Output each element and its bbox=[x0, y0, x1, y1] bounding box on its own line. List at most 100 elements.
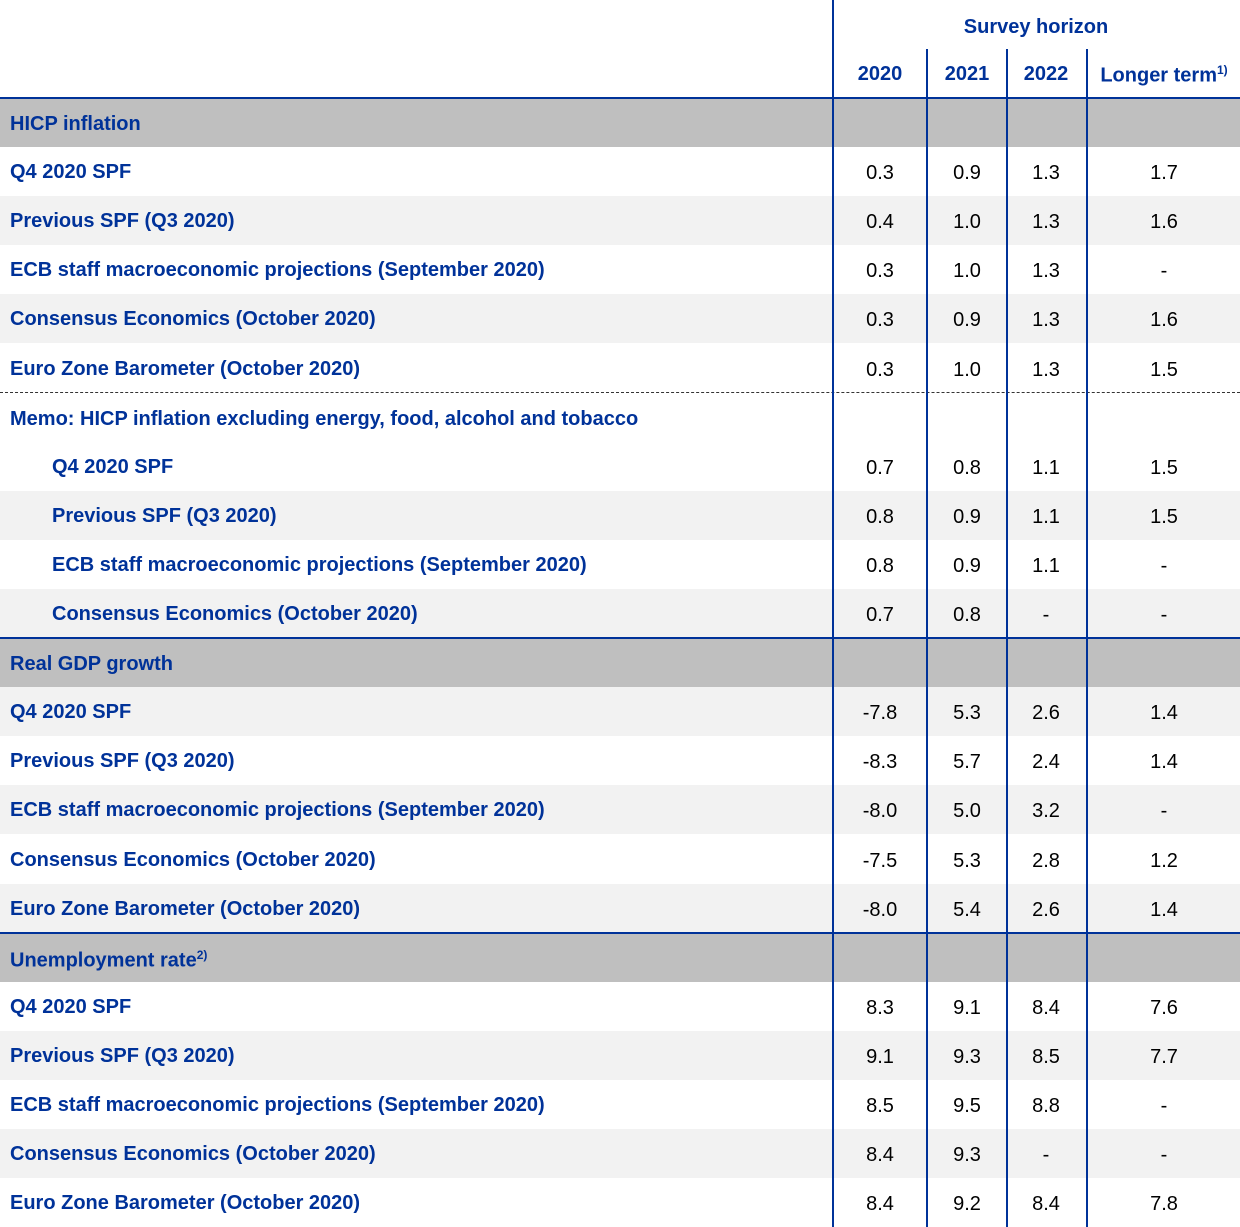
data-row: Previous SPF (Q3 2020) 0.8 0.9 1.1 1.5 bbox=[0, 490, 1240, 540]
row-label: ECB staff macroeconomic projections (Sep… bbox=[10, 259, 545, 282]
cell-value: 2.4 bbox=[1032, 751, 1060, 774]
column-rule bbox=[1006, 49, 1008, 1227]
cell-value: 1.0 bbox=[953, 358, 981, 381]
section-title: Real GDP growth bbox=[10, 653, 173, 676]
data-row: ECB staff macroeconomic projections (Sep… bbox=[0, 539, 1240, 589]
cell-value: - bbox=[1160, 554, 1168, 577]
row-label: Euro Zone Barometer (October 2020) bbox=[10, 897, 361, 920]
rule bbox=[0, 97, 1240, 99]
cell-value: 8.4 bbox=[1032, 996, 1060, 1019]
section-title: Unemployment rate2) bbox=[10, 947, 208, 972]
column-rule bbox=[1086, 49, 1088, 1227]
row-label: Previous SPF (Q3 2020) bbox=[10, 1044, 235, 1067]
data-row: Consensus Economics (October 2020) 0.3 0.9… bbox=[0, 294, 1240, 344]
cell-value: 1.5 bbox=[1150, 456, 1178, 479]
data-row: Q4 2020 SPF 0.7 0.8 1.1 1.5 bbox=[0, 441, 1240, 491]
column-rule bbox=[832, 0, 834, 1227]
cell-value: 1.4 bbox=[1150, 702, 1178, 725]
column-header: 2022 bbox=[1023, 63, 1069, 85]
cell-value: 8.4 bbox=[866, 1193, 894, 1216]
cell-value: 9.2 bbox=[953, 1193, 981, 1216]
row-label: Q4 2020 SPF bbox=[10, 995, 132, 1018]
cell-value: 0.3 bbox=[866, 162, 894, 185]
data-row: ECB staff macroeconomic projections (Sep… bbox=[0, 245, 1240, 295]
row-label: ECB staff macroeconomic projections (Sep… bbox=[52, 553, 587, 576]
row-label: Q4 2020 SPF bbox=[52, 455, 174, 478]
cell-value: 8.4 bbox=[1032, 1193, 1060, 1216]
cell-value: 9.1 bbox=[866, 1045, 894, 1068]
cell-value: 0.9 bbox=[953, 505, 981, 528]
rule bbox=[0, 637, 1240, 640]
cell-value: 0.8 bbox=[953, 456, 981, 479]
cell-value: - bbox=[1042, 1144, 1050, 1167]
dashed-rule bbox=[0, 391, 1240, 393]
cell-value: 1.3 bbox=[1032, 162, 1060, 185]
cell-value: 0.3 bbox=[866, 260, 894, 283]
cell-value: 1.3 bbox=[1032, 358, 1060, 381]
data-row: Previous SPF (Q3 2020) 0.4 1.0 1.3 1.6 bbox=[0, 196, 1240, 246]
data-row: Q4 2020 SPF -7.8 5.3 2.6 1.4 bbox=[0, 687, 1240, 737]
cell-value: -7.8 bbox=[862, 702, 898, 725]
cell-value: 0.8 bbox=[866, 554, 894, 577]
cell-value: 1.5 bbox=[1150, 358, 1178, 381]
data-row: Euro Zone Barometer (October 2020) 0.3 1.0… bbox=[0, 343, 1240, 393]
footnote-marker: 1) bbox=[1217, 63, 1228, 77]
data-row: ECB staff macroeconomic projections (Sep… bbox=[0, 785, 1240, 835]
cell-value: -8.0 bbox=[862, 800, 898, 823]
data-row: Consensus Economics (October 2020) 8.4 9.3… bbox=[0, 1129, 1240, 1179]
cell-value: 0.9 bbox=[953, 554, 981, 577]
cell-value: 0.9 bbox=[953, 309, 981, 332]
cell-value: - bbox=[1042, 604, 1050, 626]
data-row: Euro Zone Barometer (October 2020) 8.4 9.2… bbox=[0, 1178, 1240, 1227]
cell-value: 9.3 bbox=[953, 1144, 981, 1167]
cell-value: - bbox=[1160, 260, 1168, 283]
row-label: Consensus Economics (October 2020) bbox=[52, 603, 418, 625]
cell-value: 1.1 bbox=[1032, 456, 1060, 479]
cell-value: 2.6 bbox=[1032, 702, 1060, 725]
data-row: Previous SPF (Q3 2020) -8.3 5.7 2.4 1.4 bbox=[0, 736, 1240, 786]
data-row: Euro Zone Barometer (October 2020) -8.0 5.… bbox=[0, 883, 1240, 933]
cell-value: 1.0 bbox=[953, 211, 981, 234]
cell-value: 7.7 bbox=[1150, 1045, 1178, 1068]
cell-value: -7.5 bbox=[862, 849, 898, 872]
data-row: ECB staff macroeconomic projections (Sep… bbox=[0, 1080, 1240, 1130]
row-label: Euro Zone Barometer (October 2020) bbox=[10, 1192, 361, 1215]
row-label: Consensus Economics (October 2020) bbox=[10, 848, 376, 871]
row-label: Consensus Economics (October 2020) bbox=[10, 1143, 376, 1166]
cell-value: 5.4 bbox=[953, 898, 981, 921]
column-header: 2020 bbox=[857, 63, 903, 85]
cell-value: - bbox=[1160, 800, 1168, 823]
cell-value: -8.0 bbox=[862, 898, 898, 921]
cell-value: -8.3 bbox=[862, 751, 898, 774]
cell-value: - bbox=[1160, 604, 1168, 626]
cell-value: 1.4 bbox=[1150, 898, 1178, 921]
data-row: Q4 2020 SPF 8.3 9.1 8.4 7.6 bbox=[0, 981, 1240, 1031]
cell-value: 0.8 bbox=[953, 604, 981, 626]
cell-value: 0.7 bbox=[866, 456, 894, 479]
column-rule bbox=[926, 49, 928, 1227]
cell-value: 9.3 bbox=[953, 1045, 981, 1068]
data-row: Consensus Economics (October 2020) 0.7 0.8… bbox=[0, 589, 1240, 639]
cell-value: 2.6 bbox=[1032, 898, 1060, 921]
cell-value: 7.6 bbox=[1150, 996, 1178, 1019]
cell-value: 9.1 bbox=[953, 996, 981, 1019]
row-label: Previous SPF (Q3 2020) bbox=[10, 750, 235, 773]
cell-value: 9.5 bbox=[953, 1095, 981, 1117]
cell-value: 8.8 bbox=[1032, 1095, 1060, 1117]
cell-value: 1.6 bbox=[1150, 309, 1178, 332]
cell-value: 5.3 bbox=[953, 702, 981, 725]
cell-value: 1.1 bbox=[1032, 554, 1060, 577]
cell-value: 0.7 bbox=[866, 604, 894, 626]
cell-value: 1.4 bbox=[1150, 751, 1178, 774]
section-header: HICP inflation bbox=[0, 98, 1240, 148]
data-row: Previous SPF (Q3 2020) 9.1 9.3 8.5 7.7 bbox=[0, 1030, 1240, 1080]
cell-value: 1.1 bbox=[1032, 505, 1060, 528]
section-title: HICP inflation bbox=[10, 113, 141, 135]
footnote-marker: 2) bbox=[196, 947, 208, 962]
section-header: Unemployment rate2) bbox=[0, 932, 1240, 982]
row-label: Previous SPF (Q3 2020) bbox=[52, 504, 277, 527]
cell-value: 5.0 bbox=[953, 800, 981, 823]
section-header: Real GDP growth bbox=[0, 638, 1240, 688]
cell-value: 3.2 bbox=[1032, 800, 1060, 823]
